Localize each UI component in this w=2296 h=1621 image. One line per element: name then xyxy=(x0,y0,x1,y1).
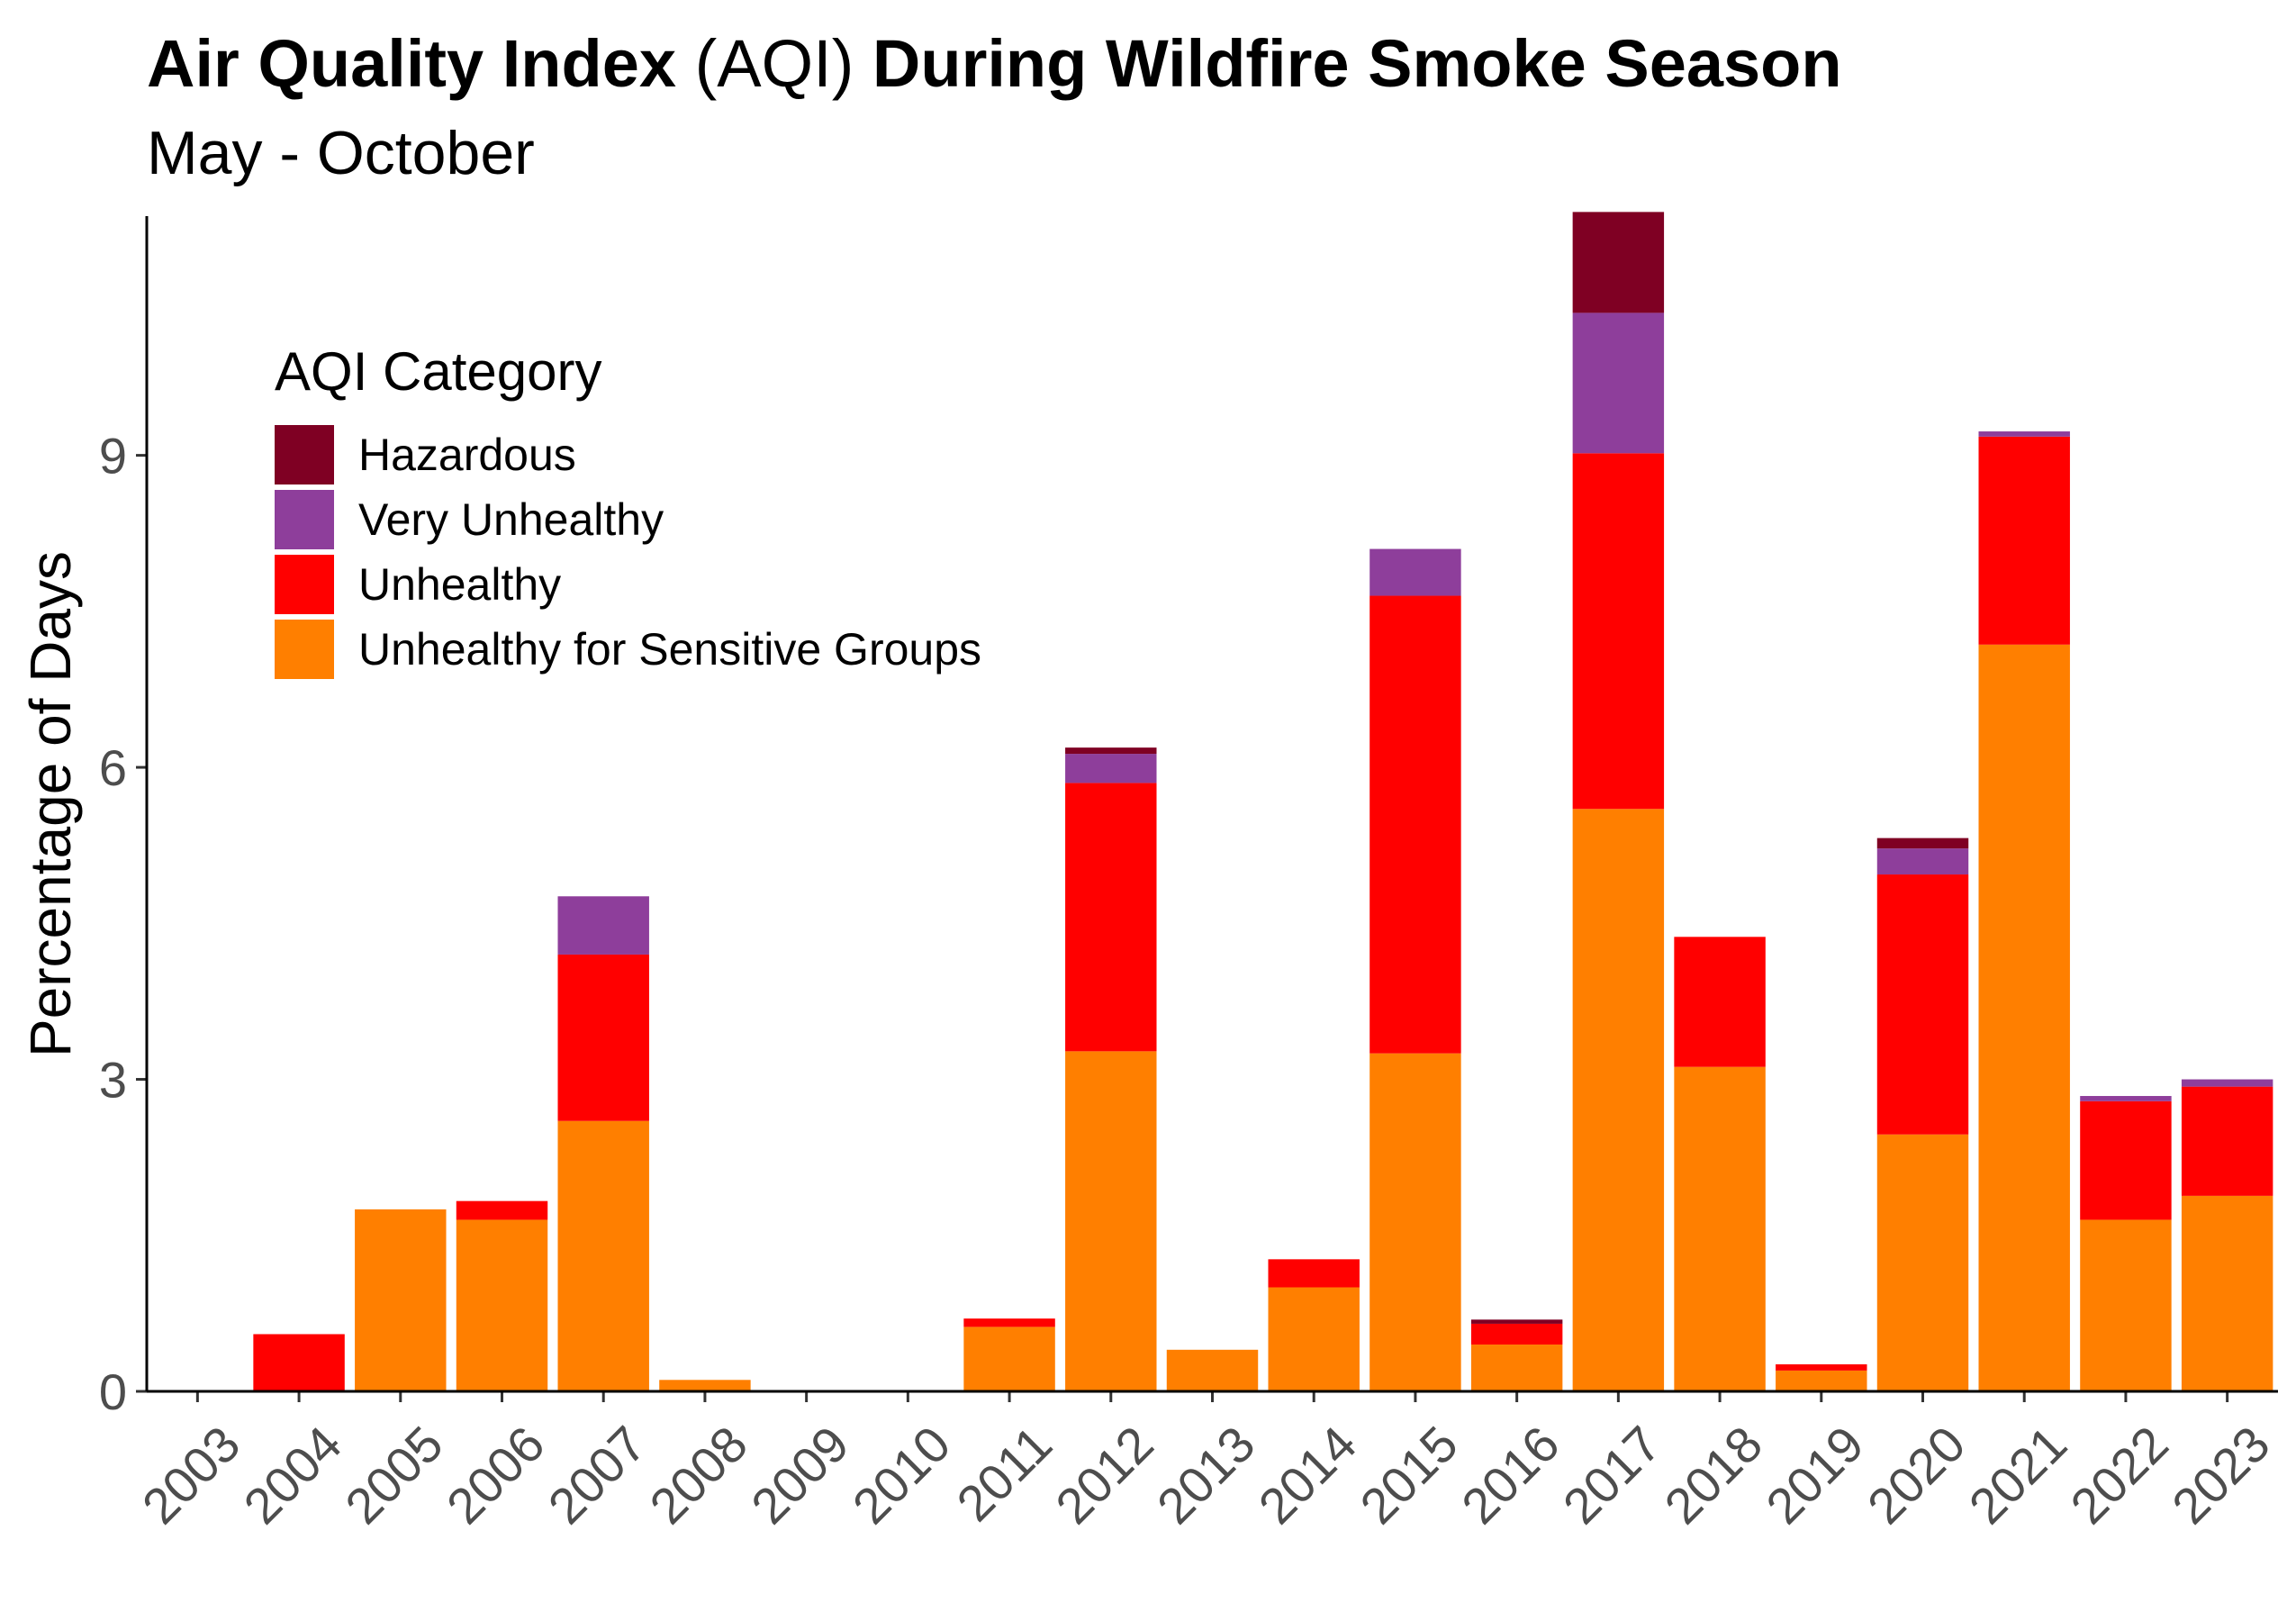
x-tick-label-2023: 2023 xyxy=(2161,1415,2281,1535)
bar-segment-2017-s3 xyxy=(1572,212,1665,313)
chart-title-bold-part: Air Quality Index xyxy=(147,26,677,101)
bar-segment-2021-s2 xyxy=(1978,431,2070,437)
bar-segment-2012-s2 xyxy=(1065,754,1157,783)
bar-segment-2022-s2 xyxy=(2080,1096,2172,1101)
legend-item: Unhealthy for Sensitive Groups xyxy=(275,617,981,682)
bar-segment-2016-s0 xyxy=(1470,1345,1563,1391)
bar-segment-2022-s0 xyxy=(2080,1219,2172,1391)
legend-title: AQI Category xyxy=(275,341,602,402)
x-tick-label-2020: 2020 xyxy=(1857,1415,1976,1535)
legend-color-swatch xyxy=(275,425,334,484)
legend-items: Hazardous Very Unhealthy Unhealthy Unhealth… xyxy=(275,422,981,682)
legend: AQI Category Hazardous Very Unhealthy Unhe… xyxy=(275,340,981,682)
legend-color-swatch xyxy=(275,490,334,549)
x-tick-label-2008: 2008 xyxy=(638,1415,758,1535)
y-axis-ticks: 0 3 6 9 xyxy=(99,428,147,1420)
bar-segment-2016-s1 xyxy=(1470,1323,1563,1345)
x-tick-label-2010: 2010 xyxy=(842,1415,962,1535)
x-tick-label-2013: 2013 xyxy=(1146,1415,1266,1535)
bar-segment-2016-s3 xyxy=(1470,1319,1563,1324)
bar-segment-2019-s1 xyxy=(1776,1363,1867,1371)
bar-segment-2020-s3 xyxy=(1876,838,1969,849)
bar-segment-2018-s1 xyxy=(1674,937,1766,1067)
legend-item: Very Unhealthy xyxy=(275,487,981,552)
x-tick-label-2015: 2015 xyxy=(1349,1415,1469,1535)
legend-label: Unhealthy for Sensitive Groups xyxy=(358,624,982,675)
bar-segment-2020-s2 xyxy=(1876,848,1969,875)
bar-segment-2007-s2 xyxy=(557,896,649,955)
bar-segment-2012-s0 xyxy=(1065,1051,1157,1391)
chart-title-bold-part-2: During Wildfire Smoke Season xyxy=(872,26,1842,101)
legend-label: Hazardous xyxy=(358,430,576,480)
bar-segment-2017-s2 xyxy=(1572,312,1665,454)
legend-label: Unhealthy xyxy=(358,559,562,610)
bar-segment-2023-s1 xyxy=(2181,1086,2273,1196)
y-tick-label: 9 xyxy=(99,428,127,484)
legend-color-swatch xyxy=(275,620,334,679)
bar-segment-2007-s0 xyxy=(557,1120,649,1391)
bar-segment-2011-s0 xyxy=(963,1327,1055,1391)
bar-segment-2017-s0 xyxy=(1572,809,1665,1391)
bar-segment-2015-s0 xyxy=(1369,1053,1461,1391)
x-tick-label-2011: 2011 xyxy=(945,1415,1062,1532)
bar-segment-2012-s3 xyxy=(1065,747,1157,755)
bar-segment-2006-s1 xyxy=(456,1200,548,1220)
bar-segment-2014-s0 xyxy=(1268,1287,1360,1391)
bar-segment-2005-s0 xyxy=(355,1209,447,1391)
chart-title-plain-part: (AQI) xyxy=(676,26,872,101)
x-tick-label-2019: 2019 xyxy=(1755,1415,1875,1535)
x-tick-label-2005: 2005 xyxy=(334,1415,454,1535)
bar-segment-2020-s1 xyxy=(1876,874,1969,1135)
bar-segment-2020-s0 xyxy=(1876,1134,1969,1391)
bar-segment-2013-s0 xyxy=(1166,1349,1259,1391)
bar-segment-2017-s1 xyxy=(1572,453,1665,810)
x-tick-label-2006: 2006 xyxy=(436,1415,556,1535)
x-tick-label-2012: 2012 xyxy=(1044,1415,1164,1535)
bar-segment-2004-s1 xyxy=(253,1334,345,1391)
x-tick-label-2017: 2017 xyxy=(1552,1415,1672,1535)
x-tick-label-2018: 2018 xyxy=(1653,1415,1773,1535)
bar-segment-2019-s0 xyxy=(1776,1370,1867,1391)
x-tick-label-2021: 2021 xyxy=(1958,1415,2078,1535)
bars-layer xyxy=(253,212,2273,1391)
legend-item: Hazardous xyxy=(275,422,981,487)
bar-segment-2014-s1 xyxy=(1268,1259,1360,1288)
y-axis-title: Percentage of Days xyxy=(18,551,83,1057)
legend-item: Unhealthy xyxy=(275,552,981,617)
bar-segment-2015-s1 xyxy=(1369,595,1461,1054)
x-tick-label-2022: 2022 xyxy=(2059,1415,2179,1535)
x-tick-label-2007: 2007 xyxy=(538,1415,657,1535)
chart-subtitle: May - October xyxy=(147,119,535,187)
x-tick-label-2004: 2004 xyxy=(232,1415,352,1535)
bar-segment-2023-s0 xyxy=(2181,1195,2273,1391)
bar-segment-2007-s1 xyxy=(557,954,649,1121)
bar-segment-2006-s0 xyxy=(456,1219,548,1391)
chart-title: Air Quality Index (AQI) During Wildfire … xyxy=(147,27,1842,100)
bar-segment-2008-s0 xyxy=(659,1380,751,1391)
y-tick-label: 0 xyxy=(99,1363,127,1420)
x-tick-label-2003: 2003 xyxy=(131,1415,251,1535)
bar-segment-2015-s2 xyxy=(1369,548,1461,596)
bar-segment-2023-s2 xyxy=(2181,1079,2273,1087)
legend-label: Very Unhealthy xyxy=(358,494,664,545)
bar-segment-2021-s0 xyxy=(1978,644,2070,1391)
y-tick-label: 3 xyxy=(99,1052,127,1109)
x-tick-label-2009: 2009 xyxy=(740,1415,860,1535)
x-axis-ticks: 2003200420052006200720082009201020112012… xyxy=(131,1391,2281,1535)
y-tick-label: 6 xyxy=(99,739,127,796)
bar-segment-2018-s0 xyxy=(1674,1066,1766,1391)
legend-color-swatch xyxy=(275,555,334,614)
bar-segment-2021-s1 xyxy=(1978,436,2070,645)
bar-segment-2012-s1 xyxy=(1065,783,1157,1052)
x-tick-label-2016: 2016 xyxy=(1451,1415,1570,1535)
x-tick-label-2014: 2014 xyxy=(1248,1415,1368,1535)
bar-segment-2011-s1 xyxy=(963,1318,1055,1327)
bar-segment-2022-s1 xyxy=(2080,1100,2172,1220)
